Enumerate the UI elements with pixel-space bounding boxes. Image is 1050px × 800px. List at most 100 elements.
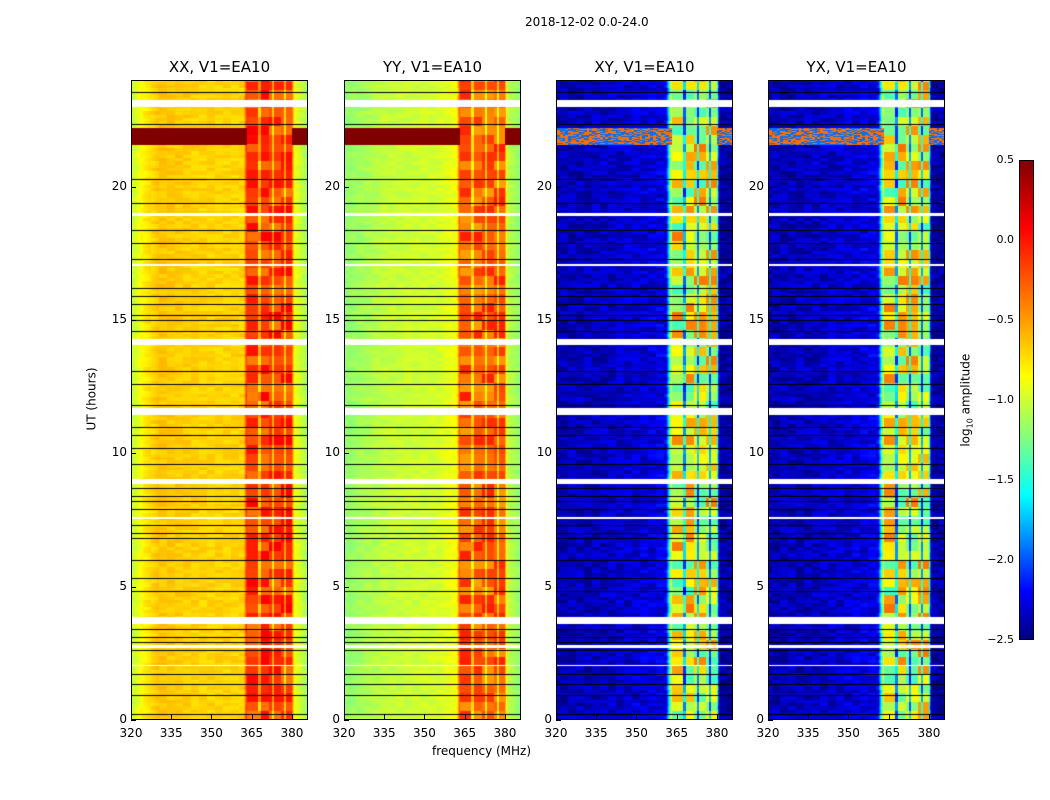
x-tick <box>768 714 769 719</box>
x-tick <box>676 714 678 719</box>
x-tick <box>424 714 426 719</box>
x-axis-label: frequency (MHz) <box>432 744 532 758</box>
colorbar-tick-label: 0.5 <box>996 153 1015 166</box>
y-tick <box>131 720 136 721</box>
x-tick-label: 320 <box>756 726 780 740</box>
x-tick <box>291 714 293 719</box>
x-tick-label: 350 <box>200 726 223 740</box>
x-tick-label: 380 <box>917 726 941 740</box>
y-tick-label: 10 <box>111 445 127 460</box>
heatmap-cells <box>345 81 520 719</box>
y-tick-label: 0 <box>756 712 764 726</box>
x-tick <box>556 714 557 719</box>
y-tick-label: 0 <box>119 712 127 726</box>
y-tick <box>556 320 561 321</box>
x-tick <box>888 714 890 719</box>
heatmap-panel <box>344 80 521 720</box>
y-tick <box>768 586 773 588</box>
x-tick <box>251 714 253 719</box>
colorbar-tick-label: −0.5 <box>987 313 1014 326</box>
y-tick <box>131 586 136 588</box>
y-tick <box>131 186 136 188</box>
x-tick <box>848 714 850 719</box>
x-tick <box>344 714 345 719</box>
y-tick <box>768 453 773 455</box>
x-tick-label: 380 <box>705 726 729 740</box>
x-tick <box>211 714 213 719</box>
y-tick-label: 20 <box>748 178 764 193</box>
y-tick <box>344 186 349 188</box>
y-tick <box>131 453 136 455</box>
colorbar-tick-label: −2.5 <box>987 633 1014 646</box>
x-tick <box>928 714 930 719</box>
x-tick <box>808 714 810 719</box>
y-tick <box>344 320 349 321</box>
x-tick <box>636 714 638 719</box>
panel-title: YX, V1=EA10 <box>806 58 907 76</box>
y-tick <box>556 453 561 455</box>
y-tick-label: 15 <box>536 312 552 326</box>
y-tick <box>768 320 773 321</box>
colorbar-label: log10 amplitude <box>958 353 975 447</box>
heatmap-panel <box>768 80 945 720</box>
colorbar-tick-label: −2.0 <box>987 553 1014 566</box>
x-tick <box>716 714 718 719</box>
x-tick-label: 350 <box>625 726 648 740</box>
y-tick <box>556 586 561 588</box>
x-tick-label: 320 <box>119 726 143 740</box>
panel-title: XX, V1=EA10 <box>168 58 271 76</box>
colorbar-tick-label: −1.5 <box>987 473 1014 486</box>
y-tick <box>556 720 561 721</box>
x-tick <box>504 714 506 719</box>
y-tick-label: 20 <box>324 178 340 193</box>
x-tick-label: 350 <box>413 726 436 740</box>
y-tick-label: 10 <box>324 445 340 460</box>
x-tick <box>131 714 132 719</box>
heatmap-cells <box>557 81 732 719</box>
y-tick-label: 5 <box>756 578 764 593</box>
y-tick-label: 0 <box>544 712 552 726</box>
y-tick-label: 15 <box>111 312 127 326</box>
x-tick-label: 365 <box>240 726 264 740</box>
x-tick-label: 320 <box>544 726 568 740</box>
colorbar-tick-label: 0.0 <box>996 233 1015 246</box>
y-axis-label: UT (hours) <box>84 367 99 431</box>
y-tick <box>344 586 349 588</box>
x-tick-label: 350 <box>837 726 860 740</box>
y-tick <box>131 320 136 321</box>
x-tick-label: 365 <box>665 726 689 740</box>
heatmap-cells <box>769 81 944 719</box>
x-tick-label: 335 <box>159 726 183 740</box>
x-tick-label: 380 <box>280 726 304 740</box>
x-tick <box>596 714 598 719</box>
y-tick-label: 10 <box>536 445 552 460</box>
heatmap-cells <box>132 81 307 719</box>
y-tick <box>768 720 773 721</box>
y-tick <box>556 186 561 188</box>
y-tick-label: 5 <box>119 578 127 593</box>
y-tick-label: 0 <box>332 712 340 726</box>
x-tick-label: 365 <box>877 726 901 740</box>
y-tick-label: 5 <box>332 578 340 593</box>
figure-title: 2018-12-02 0.0-24.0 <box>525 15 649 29</box>
panel-title: YY, V1=EA10 <box>382 58 483 76</box>
x-tick <box>384 714 386 719</box>
y-tick-label: 10 <box>748 445 764 460</box>
y-tick-label: 15 <box>748 312 764 326</box>
x-tick-label: 320 <box>332 726 356 740</box>
x-tick-label: 335 <box>372 726 396 740</box>
y-tick-label: 20 <box>536 178 552 193</box>
y-tick <box>768 186 773 188</box>
heatmap-panel <box>556 80 733 720</box>
colorbar-tick-label: −1.0 <box>987 393 1014 406</box>
y-tick <box>344 720 349 721</box>
y-tick-label: 5 <box>544 578 552 593</box>
x-tick-label: 335 <box>584 726 608 740</box>
x-tick <box>464 714 466 719</box>
colorbar <box>1019 160 1034 640</box>
panel-title: XY, V1=EA10 <box>594 58 695 76</box>
y-tick-label: 20 <box>111 178 127 193</box>
heatmap-panel <box>131 80 308 720</box>
x-tick-label: 380 <box>493 726 517 740</box>
